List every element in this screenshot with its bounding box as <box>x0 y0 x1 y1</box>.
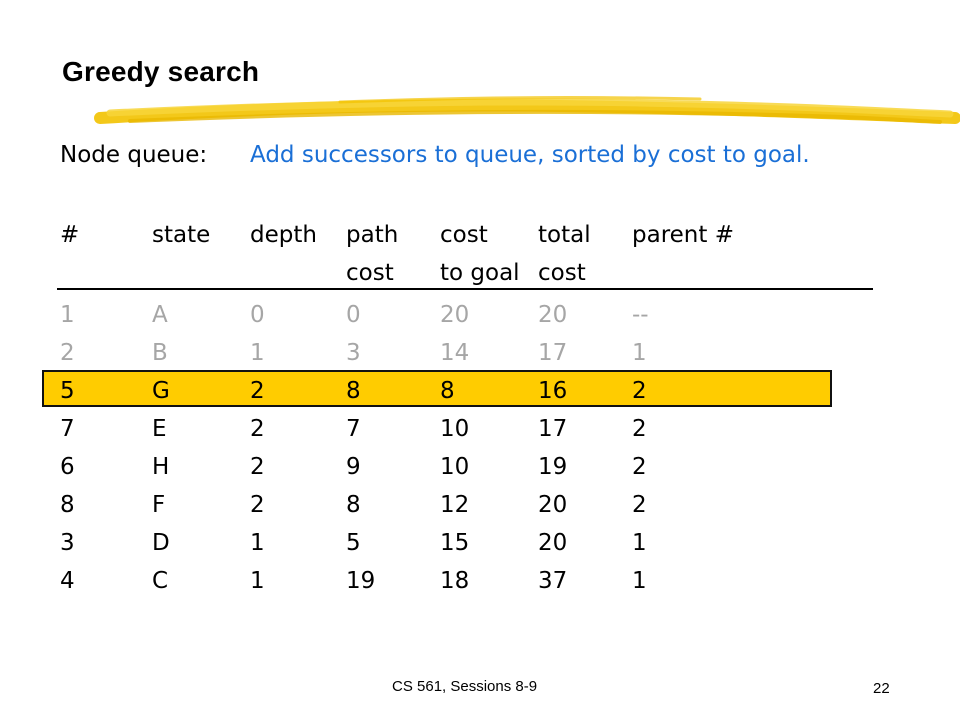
cell-cost-to-goal: 15 <box>440 530 470 556</box>
header-total-cost-bottom: cost <box>538 260 586 286</box>
cell-state: H <box>152 454 170 480</box>
cell-cost-to-goal: 12 <box>440 492 470 518</box>
header-num: # <box>60 222 80 248</box>
cell-cost-to-goal: 10 <box>440 454 470 480</box>
cell-parent: 1 <box>632 340 647 366</box>
table-row: 2 B 1 3 14 17 1 <box>0 334 960 374</box>
cell-cost-to-goal: 18 <box>440 568 470 594</box>
cell-cost-to-goal: 10 <box>440 416 470 442</box>
cell-depth: 2 <box>250 378 265 404</box>
cell-cost-to-goal: 14 <box>440 340 470 366</box>
cell-state: B <box>152 340 168 366</box>
cell-num: 2 <box>60 340 75 366</box>
cell-cost-to-goal: 20 <box>440 302 470 328</box>
cell-parent: 2 <box>632 416 647 442</box>
table-row-highlighted: 5 G 2 8 8 16 2 <box>0 372 960 412</box>
table-row: 1 A 0 0 20 20 -- <box>0 296 960 336</box>
cell-depth: 2 <box>250 492 265 518</box>
cell-depth: 1 <box>250 568 265 594</box>
cell-total-cost: 20 <box>538 530 568 556</box>
header-divider <box>57 288 873 290</box>
cell-total-cost: 17 <box>538 340 568 366</box>
cell-state: G <box>152 378 170 404</box>
cell-num: 6 <box>60 454 75 480</box>
header-cost-to-goal-top: cost <box>440 222 488 248</box>
cell-total-cost: 17 <box>538 416 568 442</box>
node-queue-label: Node queue: <box>60 142 208 168</box>
node-queue-description: Add successors to queue, sorted by cost … <box>250 142 810 168</box>
header-parent: parent # <box>632 222 734 248</box>
slide-title: Greedy search <box>62 56 260 87</box>
cell-total-cost: 37 <box>538 568 568 594</box>
cell-path-cost: 19 <box>346 568 376 594</box>
table-row: 6 H 2 9 10 19 2 <box>0 448 960 488</box>
cell-path-cost: 0 <box>346 302 361 328</box>
cell-num: 5 <box>60 378 75 404</box>
cell-total-cost: 20 <box>538 302 568 328</box>
cell-path-cost: 5 <box>346 530 361 556</box>
table-row: 3 D 1 5 15 20 1 <box>0 524 960 564</box>
cell-parent: 2 <box>632 454 647 480</box>
header-path-cost-top: path <box>346 222 399 248</box>
table-row: 7 E 2 7 10 17 2 <box>0 410 960 450</box>
cell-parent: 2 <box>632 492 647 518</box>
cell-state: C <box>152 568 169 594</box>
cell-path-cost: 9 <box>346 454 361 480</box>
cell-num: 1 <box>60 302 75 328</box>
cell-path-cost: 8 <box>346 378 361 404</box>
cell-path-cost: 3 <box>346 340 361 366</box>
cell-depth: 2 <box>250 454 265 480</box>
header-total-cost-top: total <box>538 222 591 248</box>
cell-path-cost: 7 <box>346 416 361 442</box>
footer-course: CS 561, Sessions 8-9 <box>392 678 538 695</box>
cell-depth: 1 <box>250 530 265 556</box>
cell-total-cost: 16 <box>538 378 568 404</box>
cell-path-cost: 8 <box>346 492 361 518</box>
cell-cost-to-goal: 8 <box>440 378 455 404</box>
cell-num: 4 <box>60 568 75 594</box>
highlighted-row-background <box>42 370 832 407</box>
cell-depth: 0 <box>250 302 265 328</box>
header-cost-to-goal-bottom: to goal <box>440 260 520 286</box>
cell-total-cost: 20 <box>538 492 568 518</box>
cell-total-cost: 19 <box>538 454 568 480</box>
page-number: 22 <box>873 680 890 697</box>
cell-num: 3 <box>60 530 75 556</box>
cell-parent: 1 <box>632 568 647 594</box>
table-row: 4 C 1 19 18 37 1 <box>0 562 960 602</box>
cell-num: 8 <box>60 492 75 518</box>
cell-parent: 1 <box>632 530 647 556</box>
cell-depth: 2 <box>250 416 265 442</box>
header-depth: depth <box>250 222 317 248</box>
cell-state: A <box>152 302 168 328</box>
cell-depth: 1 <box>250 340 265 366</box>
cell-num: 7 <box>60 416 75 442</box>
cell-parent: -- <box>632 302 649 328</box>
title-underline-brush <box>94 96 960 124</box>
header-state: state <box>152 222 211 248</box>
table-row: 8 F 2 8 12 20 2 <box>0 486 960 526</box>
header-path-cost-bottom: cost <box>346 260 394 286</box>
cell-state: D <box>152 530 170 556</box>
cell-state: F <box>152 492 166 518</box>
cell-state: E <box>152 416 167 442</box>
cell-parent: 2 <box>632 378 647 404</box>
